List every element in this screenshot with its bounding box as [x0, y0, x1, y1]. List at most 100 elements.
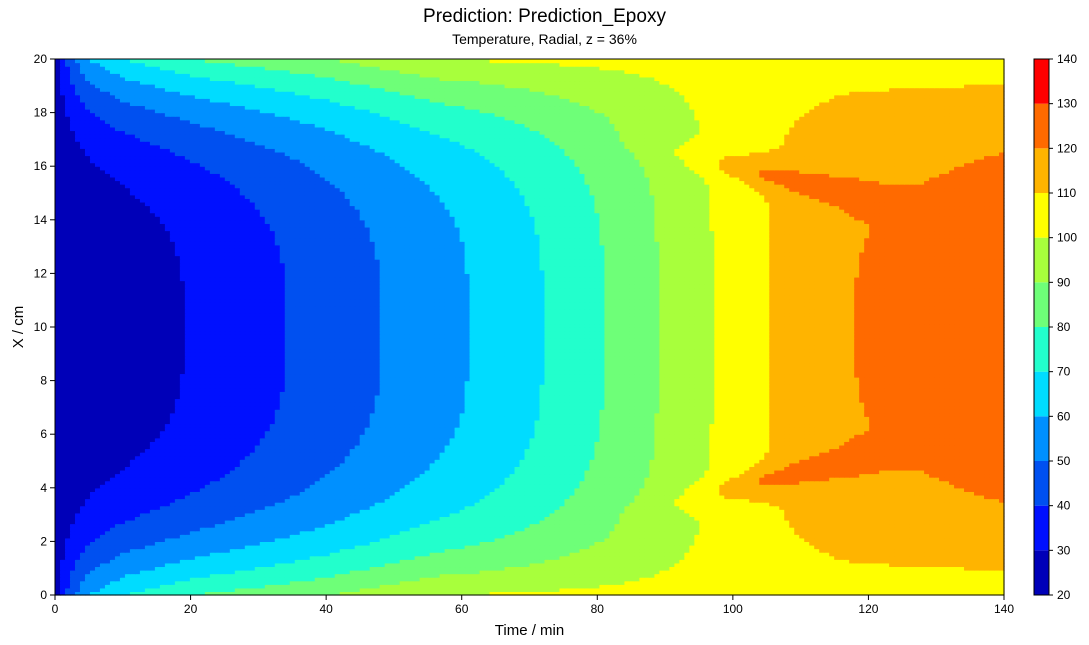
contour-cell [829, 534, 835, 538]
contour-cell [579, 506, 585, 510]
contour-cell [629, 545, 635, 549]
contour-cell [714, 524, 720, 528]
contour-cell [70, 527, 76, 531]
contour-cell [370, 541, 376, 545]
contour-cell [460, 566, 466, 570]
contour-cell [315, 577, 321, 581]
contour-cell [320, 584, 326, 588]
contour-cell [739, 531, 745, 535]
contour-cell [584, 588, 590, 592]
contour-cell [789, 538, 795, 542]
contour-cell [534, 520, 540, 524]
contour-cell [270, 552, 276, 556]
contour-cell [659, 509, 665, 513]
contour-cell [145, 549, 151, 553]
contour-cell [724, 541, 730, 545]
contour-cell [260, 563, 266, 567]
contour-cell [534, 524, 540, 528]
contour-cell [874, 559, 880, 563]
contour-cell [185, 559, 191, 563]
contour-cell [495, 506, 501, 510]
contour-cell [320, 499, 326, 503]
contour-cell [510, 513, 516, 517]
contour-cell [290, 577, 296, 581]
contour-cell [515, 556, 521, 560]
contour-cell [564, 538, 570, 542]
contour-cell [934, 538, 940, 542]
contour-cell [804, 570, 810, 574]
contour-cell [764, 513, 770, 517]
contour-cell [140, 549, 146, 553]
contour-cell [340, 516, 346, 520]
contour-cell [669, 520, 675, 524]
contour-cell [809, 570, 815, 574]
contour-cell [330, 541, 336, 545]
contour-cell [724, 574, 730, 578]
contour-cell [979, 574, 985, 578]
contour-cell [300, 527, 306, 531]
contour-cell [884, 516, 890, 520]
contour-cell [400, 524, 406, 528]
contour-cell [614, 549, 620, 553]
contour-cell [100, 549, 106, 553]
contour-cell [669, 516, 675, 520]
contour-cell [85, 552, 91, 556]
contour-cell [574, 588, 580, 592]
contour-cell [884, 527, 890, 531]
contour-cell [909, 559, 915, 563]
contour-cell [305, 516, 311, 520]
contour-cell [210, 570, 216, 574]
contour-cell [799, 531, 805, 535]
contour-cell [315, 574, 321, 578]
contour-cell [55, 502, 61, 506]
contour-cell [789, 541, 795, 545]
contour-cell [190, 556, 196, 560]
contour-cell [859, 574, 865, 578]
contour-cell [160, 527, 166, 531]
contour-cell [215, 534, 221, 538]
contour-cell [85, 513, 91, 517]
contour-cell [869, 574, 875, 578]
contour-cell [594, 531, 600, 535]
contour-cell [115, 552, 121, 556]
contour-cell [614, 588, 620, 592]
contour-cell [919, 506, 925, 510]
contour-cell [330, 552, 336, 556]
contour-cell [405, 577, 411, 581]
contour-cell [320, 559, 326, 563]
contour-cell [779, 524, 785, 528]
contour-cell [914, 524, 920, 528]
contour-cell [829, 552, 835, 556]
contour-cell [734, 524, 740, 528]
contour-cell [235, 552, 241, 556]
contour-cell [614, 502, 620, 506]
contour-cell [120, 520, 126, 524]
contour-cell [245, 563, 251, 567]
contour-cell [739, 566, 745, 570]
contour-cell [130, 574, 136, 578]
contour-cell [809, 516, 815, 520]
contour-cell [974, 552, 980, 556]
contour-cell [135, 549, 141, 553]
contour-cell [515, 566, 521, 570]
contour-cell [290, 545, 296, 549]
contour-cell [799, 506, 805, 510]
contour-cell [115, 531, 121, 535]
contour-cell [75, 502, 81, 506]
contour-cell [609, 538, 615, 542]
contour-cell [709, 588, 715, 592]
contour-cell [525, 538, 531, 542]
contour-cell [889, 577, 895, 581]
contour-cell [235, 556, 241, 560]
contour-cell [854, 581, 860, 585]
contour-cell [260, 556, 266, 560]
contour-cell [235, 534, 241, 538]
contour-cell [525, 570, 531, 574]
contour-cell [145, 563, 151, 567]
contour-cell [664, 506, 670, 510]
contour-cell [879, 584, 885, 588]
contour-cell [155, 552, 161, 556]
contour-cell [65, 556, 71, 560]
contour-cell [325, 549, 331, 553]
contour-cell [440, 509, 446, 513]
